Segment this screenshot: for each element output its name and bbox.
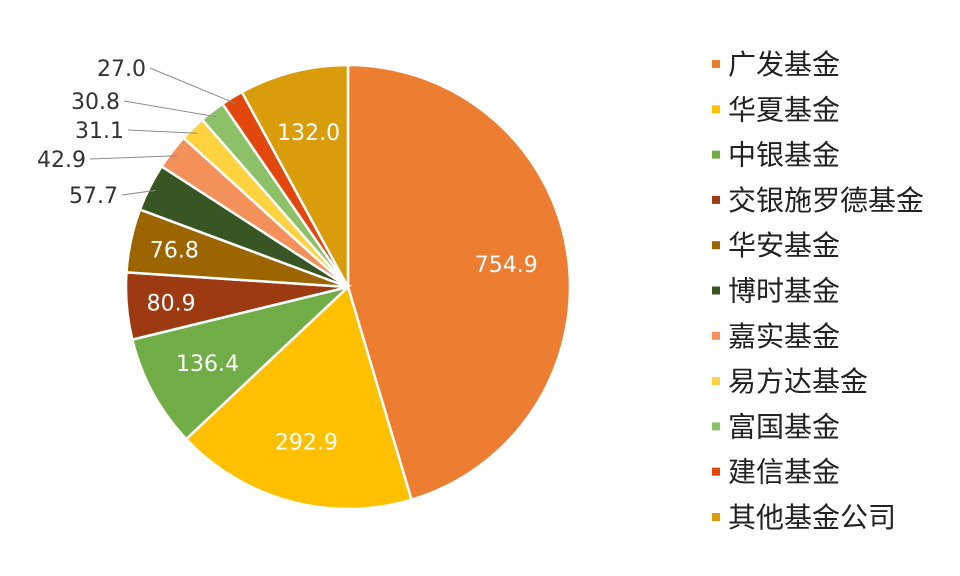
legend-label: 中银基金 bbox=[728, 139, 840, 172]
leader-line bbox=[127, 129, 198, 134]
leader-line bbox=[89, 155, 178, 160]
legend-swatch bbox=[712, 150, 720, 159]
legend-label: 华安基金 bbox=[728, 229, 840, 262]
legend-item: 嘉实基金 bbox=[712, 320, 840, 353]
legend-item: 华安基金 bbox=[712, 229, 840, 262]
legend-label: 富国基金 bbox=[728, 410, 840, 443]
legend-swatch bbox=[712, 105, 720, 114]
legend-item: 华夏基金 bbox=[712, 93, 840, 126]
data-label: 80.9 bbox=[147, 291, 196, 316]
legend-item: 交银施罗德基金 bbox=[712, 184, 924, 217]
legend-swatch bbox=[712, 286, 720, 295]
leader-line bbox=[149, 67, 236, 104]
legend-swatch bbox=[712, 422, 720, 431]
data-label: 136.4 bbox=[176, 352, 239, 377]
leader-line bbox=[121, 189, 156, 196]
legend-item: 建信基金 bbox=[712, 456, 840, 489]
legend-swatch bbox=[712, 377, 720, 386]
data-label: 76.8 bbox=[150, 239, 199, 264]
data-label: 292.9 bbox=[275, 430, 338, 455]
pie-slice bbox=[130, 284, 353, 441]
pie-slices bbox=[124, 63, 572, 511]
legend-item: 易方达基金 bbox=[712, 365, 868, 398]
leader-line bbox=[123, 100, 217, 118]
legend-item: 富国基金 bbox=[712, 410, 840, 443]
label-leader-lines bbox=[89, 67, 236, 196]
legend-label: 建信基金 bbox=[728, 456, 840, 489]
legend-item: 博时基金 bbox=[712, 275, 840, 308]
legend-swatch bbox=[712, 331, 720, 340]
pie-slice bbox=[240, 63, 350, 288]
data-label: 42.9 bbox=[37, 148, 86, 173]
legend-item: 广发基金 bbox=[712, 48, 840, 81]
data-label: 754.9 bbox=[475, 253, 538, 278]
data-label: 132.0 bbox=[277, 121, 340, 146]
data-labels: 754.9 292.9 136.4 80.9 76.8 57.7 42.9 31.1 30.8 2… bbox=[37, 57, 538, 455]
legend-swatch bbox=[712, 241, 720, 250]
pie-slice bbox=[346, 63, 572, 502]
legend-swatch bbox=[712, 467, 720, 476]
data-label: 30.8 bbox=[71, 90, 120, 115]
legend-swatch bbox=[712, 195, 720, 204]
legend-label: 交银施罗德基金 bbox=[728, 184, 924, 217]
legend: 广发基金华夏基金中银基金交银施罗德基金华安基金博时基金嘉实基金易方达基金富国基金… bbox=[712, 48, 924, 534]
legend-label: 博时基金 bbox=[728, 275, 840, 308]
legend-label: 华夏基金 bbox=[728, 93, 840, 126]
legend-label: 易方达基金 bbox=[728, 365, 868, 398]
legend-label: 嘉实基金 bbox=[728, 320, 840, 353]
legend-item: 其他基金公司 bbox=[712, 501, 896, 534]
legend-swatch bbox=[712, 513, 720, 521]
legend-label: 广发基金 bbox=[728, 48, 840, 81]
legend-label: 其他基金公司 bbox=[728, 501, 896, 534]
legend-item: 中银基金 bbox=[712, 139, 840, 172]
data-label: 31.1 bbox=[75, 119, 124, 144]
data-label: 27.0 bbox=[97, 57, 146, 82]
data-label: 57.7 bbox=[69, 184, 118, 209]
legend-swatch bbox=[712, 60, 720, 68]
pie-slice bbox=[184, 284, 414, 511]
